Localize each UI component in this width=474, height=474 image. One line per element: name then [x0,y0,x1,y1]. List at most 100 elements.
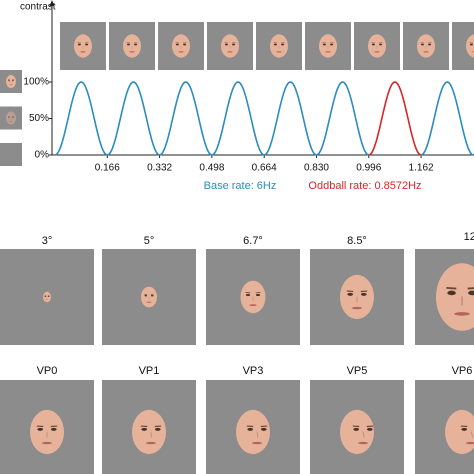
panel-label: VP5 [347,365,368,377]
face [340,274,374,320]
eye [144,295,148,297]
plot: 100% 50% 0% 0.166 0.332 0.498 0.664 0.830 0.996 1… [23,77,474,192]
y-axis-arrow [49,0,55,6]
panel-label: 3° [42,235,53,247]
panel-label: VP0 [37,365,58,377]
mouth [276,51,282,53]
panel-label: 6.7° [243,235,263,247]
cycle-curve [159,81,213,156]
mouth [145,441,157,445]
cycle-curve [211,81,265,156]
eye [77,43,81,46]
face [132,409,166,455]
face [445,409,474,455]
eye [353,427,360,431]
y-tick-label: 50% [29,113,49,124]
face [340,409,374,455]
eye [281,43,285,46]
face [123,34,141,58]
face [417,34,435,58]
face-skin [466,34,474,58]
mouth [325,51,331,53]
eye [126,43,130,46]
mouth [227,51,233,53]
x-tick-label: 0.996 [356,163,381,174]
eye [44,295,47,297]
mouth [249,304,257,306]
cycle-curve [54,81,108,156]
face [172,34,190,58]
panel-label: 8.5° [347,235,367,247]
panel-label: 12° [464,231,474,243]
mouth [41,441,53,445]
eye [224,43,228,46]
face-skin [236,409,270,455]
cycle-curve [420,81,474,156]
mouth [129,51,135,53]
face-strip [60,22,474,70]
face [141,286,157,308]
eye [255,293,261,297]
nose [470,431,474,438]
x-tick-label: 1.162 [409,163,434,174]
face [466,34,474,58]
mouth [465,441,474,445]
x-tick-label: 0.830 [304,163,329,174]
eye [245,293,251,297]
eye [360,292,367,296]
eye [420,43,424,46]
mouth [9,84,13,86]
face [221,34,239,58]
contrast-icons [0,70,22,166]
eye [347,292,354,296]
eye [447,290,456,296]
x-tick-label: 0.332 [147,163,172,174]
x-tick-label: 0.166 [95,163,120,174]
brow [467,287,474,290]
legend-label: Base rate: 6Hz [204,180,277,192]
eye [232,43,236,46]
face [30,409,64,455]
face-skin [340,409,374,455]
eye [428,43,432,46]
mouth [251,441,263,445]
mouth [351,306,363,310]
eye [371,43,375,46]
eye [37,427,44,431]
thumb-bg [452,22,474,70]
y-axis-label: contrast [20,2,56,13]
face [436,263,474,331]
brow [446,286,457,290]
eye [85,43,89,46]
mouth [45,299,49,300]
eye [273,43,277,46]
face [6,111,16,125]
legend-label: Oddball rate: 0.8572Hz [308,180,421,192]
eye [461,427,468,431]
cycle-curve [263,81,317,156]
eye [8,80,10,82]
face [319,34,337,58]
eye [322,43,326,46]
mouth [374,51,380,53]
eye [247,427,254,431]
face [368,34,386,58]
panels: 3° 5° 6.7° 8.5° 12° VP0 VP1 VP3 VP5 VP6 [0,231,474,474]
mouth [423,51,429,53]
face [240,280,266,314]
mouth [146,301,152,303]
x-tick-label: 0.498 [199,163,224,174]
cycle-curve [107,81,160,156]
eye [183,43,187,46]
eye [141,427,148,431]
eye [260,427,267,431]
cycle-curve [316,81,370,156]
face [43,291,51,303]
x-tick-label: 0.664 [252,163,277,174]
eye [366,427,373,431]
icon-bg [0,143,22,166]
eye [12,116,14,118]
eye [468,290,474,296]
panel-label: VP1 [139,365,160,377]
